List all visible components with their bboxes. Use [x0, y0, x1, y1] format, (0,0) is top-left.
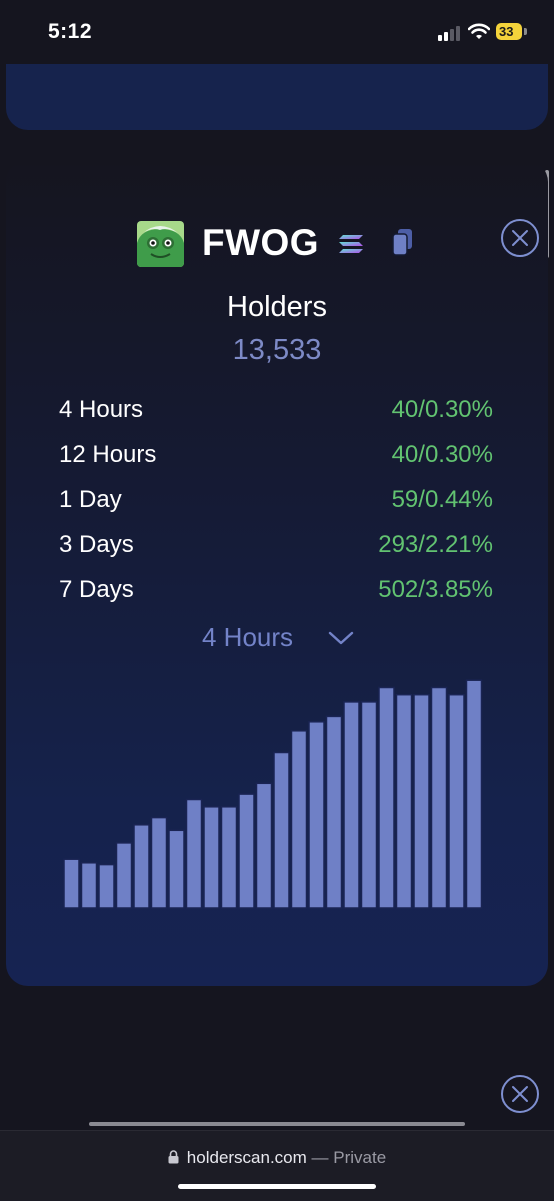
chart-bar[interactable]: [150, 816, 168, 909]
token-name: FWOG: [202, 222, 320, 263]
chart-bar[interactable]: [343, 701, 360, 909]
stat-value: 40/0.30%: [391, 396, 493, 423]
stat-label: 3 Days: [59, 531, 134, 558]
chevron-down-icon: [328, 631, 354, 645]
stat-label: 7 Days: [59, 576, 134, 603]
status-bar: 5:12 33: [0, 0, 554, 64]
battery-level: 33: [499, 24, 514, 39]
chart-bar[interactable]: [80, 862, 98, 909]
stat-value: 40/0.30%: [391, 441, 493, 468]
stat-row: 1 Day 59/0.44%: [59, 486, 493, 522]
holders-count: 13,533: [232, 334, 322, 366]
stat-row: 3 Days 293/2.21%: [59, 531, 493, 567]
chart-bar[interactable]: [413, 693, 430, 909]
chart-bar[interactable]: [273, 751, 290, 909]
stat-value: 59/0.44%: [391, 486, 493, 513]
url-display[interactable]: holderscan.com — Private: [0, 1148, 554, 1168]
chart-bar[interactable]: [290, 730, 308, 909]
chart-bar[interactable]: [255, 782, 273, 909]
close-button[interactable]: [501, 219, 539, 257]
period-select[interactable]: 4 Hours: [202, 620, 362, 658]
chart-bar[interactable]: [430, 686, 448, 909]
chart-bar[interactable]: [185, 798, 203, 909]
chart-bar[interactable]: [325, 715, 343, 909]
home-indicator[interactable]: [178, 1184, 376, 1189]
chart-bar[interactable]: [220, 806, 238, 909]
battery-tip: [524, 28, 527, 35]
chart-bar[interactable]: [168, 829, 185, 909]
url-host: holderscan.com: [186, 1148, 307, 1167]
chart-bar[interactable]: [465, 679, 483, 909]
close-icon: [512, 230, 528, 246]
chart-bar[interactable]: [378, 686, 395, 909]
wifi-icon: [468, 23, 490, 39]
lock-icon: [168, 1150, 179, 1164]
stat-row: 12 Hours 40/0.30%: [59, 441, 493, 477]
stat-row: 4 Hours 40/0.30%: [59, 396, 493, 432]
chart-bar[interactable]: [238, 793, 255, 909]
stat-value: 502/3.85%: [378, 576, 493, 603]
solana-icon[interactable]: [339, 234, 364, 255]
holders-label: Holders: [227, 291, 327, 323]
chart-bar[interactable]: [448, 693, 465, 909]
stat-label: 12 Hours: [59, 441, 157, 468]
previous-card: [6, 64, 548, 130]
token-logo: [137, 221, 184, 267]
tab-bar-handle[interactable]: [89, 1122, 465, 1126]
stat-label: 1 Day: [59, 486, 122, 513]
chart-bar[interactable]: [98, 863, 115, 909]
browser-address-bar[interactable]: [0, 1130, 554, 1201]
chart-bar[interactable]: [395, 693, 413, 909]
private-label: — Private: [311, 1148, 387, 1167]
battery-icon: 33: [496, 23, 522, 40]
stat-label: 4 Hours: [59, 396, 144, 423]
close-icon: [512, 1086, 528, 1102]
chart-bar[interactable]: [133, 824, 150, 909]
chart-bar[interactable]: [360, 701, 378, 909]
cellular-signal-icon: [438, 25, 460, 41]
stat-value: 293/2.21%: [378, 531, 493, 558]
period-select-label: 4 Hours: [202, 622, 294, 652]
chart-bar[interactable]: [308, 721, 325, 909]
chart-bar[interactable]: [115, 842, 133, 909]
copy-icon[interactable]: [392, 228, 414, 256]
chart-bar[interactable]: [203, 806, 220, 909]
status-time: 5:12: [48, 20, 93, 43]
stat-row: 7 Days 502/3.85%: [59, 576, 493, 612]
chart-bar[interactable]: [63, 858, 80, 909]
close-button-secondary[interactable]: [501, 1075, 539, 1113]
